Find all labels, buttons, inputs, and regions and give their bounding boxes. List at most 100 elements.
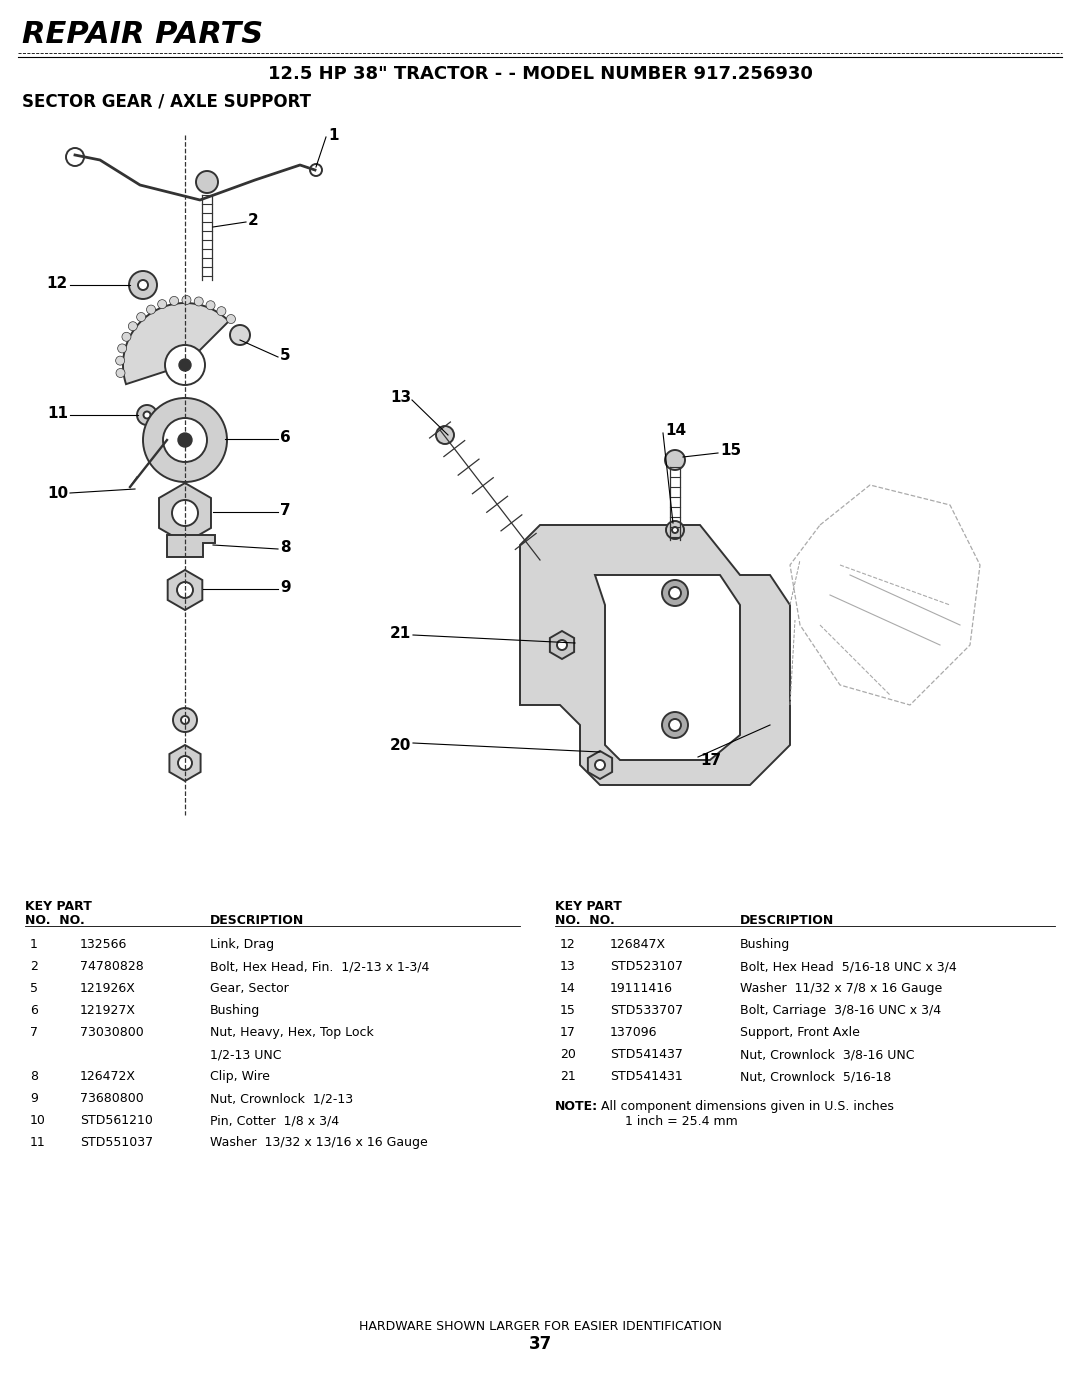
Text: 6: 6 bbox=[280, 429, 291, 444]
Circle shape bbox=[129, 322, 137, 331]
Circle shape bbox=[665, 450, 685, 470]
Polygon shape bbox=[588, 751, 612, 780]
Text: Washer  13/32 x 13/16 x 16 Gauge: Washer 13/32 x 13/16 x 16 Gauge bbox=[210, 1136, 428, 1150]
Text: 7: 7 bbox=[280, 502, 291, 517]
Text: 10: 10 bbox=[46, 485, 68, 500]
Circle shape bbox=[144, 411, 150, 418]
Circle shape bbox=[181, 716, 189, 725]
Text: 2: 2 bbox=[30, 960, 38, 973]
Text: Bushing: Bushing bbox=[740, 938, 791, 952]
Text: 13: 13 bbox=[390, 389, 411, 404]
Text: 20: 20 bbox=[561, 1048, 576, 1062]
Circle shape bbox=[662, 580, 688, 606]
Text: 37: 37 bbox=[528, 1335, 552, 1353]
Text: Gear, Sector: Gear, Sector bbox=[210, 982, 288, 996]
Text: SECTOR GEAR / AXLE SUPPORT: SECTOR GEAR / AXLE SUPPORT bbox=[22, 92, 311, 110]
Text: 20: 20 bbox=[390, 737, 411, 752]
Circle shape bbox=[163, 418, 207, 462]
Circle shape bbox=[669, 719, 681, 732]
Text: 21: 21 bbox=[561, 1070, 576, 1084]
Polygon shape bbox=[123, 302, 229, 384]
Text: 1/2-13 UNC: 1/2-13 UNC bbox=[210, 1048, 282, 1062]
Polygon shape bbox=[519, 525, 789, 785]
Circle shape bbox=[178, 433, 192, 447]
Text: 8: 8 bbox=[30, 1070, 38, 1084]
Circle shape bbox=[116, 356, 124, 366]
Circle shape bbox=[179, 359, 191, 371]
Text: Bolt, Hex Head  5/16-18 UNC x 3/4: Bolt, Hex Head 5/16-18 UNC x 3/4 bbox=[740, 960, 957, 973]
Circle shape bbox=[310, 164, 322, 176]
Circle shape bbox=[669, 587, 681, 600]
Text: 121926X: 121926X bbox=[80, 982, 136, 996]
Polygon shape bbox=[159, 483, 211, 543]
Text: 19111416: 19111416 bbox=[610, 982, 673, 996]
Circle shape bbox=[672, 527, 678, 534]
Text: 137096: 137096 bbox=[610, 1026, 658, 1040]
Text: 9: 9 bbox=[280, 579, 291, 594]
Circle shape bbox=[158, 300, 166, 308]
Circle shape bbox=[173, 708, 197, 732]
Text: 10: 10 bbox=[30, 1114, 45, 1127]
Circle shape bbox=[129, 271, 157, 298]
Circle shape bbox=[557, 639, 567, 650]
Text: STD541431: STD541431 bbox=[610, 1070, 683, 1084]
Text: 15: 15 bbox=[561, 1004, 576, 1018]
Circle shape bbox=[66, 148, 84, 166]
Text: 11: 11 bbox=[30, 1136, 45, 1150]
Text: Washer  11/32 x 7/8 x 16 Gauge: Washer 11/32 x 7/8 x 16 Gauge bbox=[740, 982, 942, 996]
Circle shape bbox=[552, 637, 568, 653]
Circle shape bbox=[118, 344, 126, 353]
Text: 11: 11 bbox=[48, 406, 68, 421]
Text: 12: 12 bbox=[561, 938, 576, 952]
Circle shape bbox=[143, 397, 227, 483]
Text: STD551037: STD551037 bbox=[80, 1136, 153, 1150]
Text: 12: 12 bbox=[46, 275, 68, 290]
Polygon shape bbox=[550, 631, 575, 659]
Circle shape bbox=[178, 756, 192, 770]
Text: Bolt, Hex Head, Fin.  1/2-13 x 1-3/4: Bolt, Hex Head, Fin. 1/2-13 x 1-3/4 bbox=[210, 960, 430, 973]
Text: 13: 13 bbox=[561, 960, 576, 973]
Text: Nut, Crownlock  1/2-13: Nut, Crownlock 1/2-13 bbox=[210, 1092, 353, 1106]
Text: 21: 21 bbox=[390, 626, 411, 641]
Text: Nut, Crownlock  5/16-18: Nut, Crownlock 5/16-18 bbox=[740, 1070, 891, 1084]
Text: 5: 5 bbox=[30, 982, 38, 996]
Circle shape bbox=[172, 500, 198, 527]
Polygon shape bbox=[595, 575, 740, 760]
Text: 8: 8 bbox=[280, 539, 291, 554]
Text: 73680800: 73680800 bbox=[80, 1092, 144, 1106]
Text: KEY PART: KEY PART bbox=[555, 901, 622, 913]
Text: 74780828: 74780828 bbox=[80, 960, 144, 973]
Text: 5: 5 bbox=[280, 348, 291, 363]
Text: KEY PART: KEY PART bbox=[25, 901, 92, 913]
Text: Bushing: Bushing bbox=[210, 1004, 260, 1018]
Text: 2: 2 bbox=[248, 213, 259, 227]
Circle shape bbox=[194, 297, 203, 307]
Text: 14: 14 bbox=[561, 982, 576, 996]
Text: 132566: 132566 bbox=[80, 938, 127, 952]
Text: Support, Front Axle: Support, Front Axle bbox=[740, 1026, 860, 1040]
Text: 126472X: 126472X bbox=[80, 1070, 136, 1084]
Text: 17: 17 bbox=[561, 1026, 576, 1040]
Text: 121927X: 121927X bbox=[80, 1004, 136, 1018]
Circle shape bbox=[206, 301, 215, 309]
Text: 7: 7 bbox=[30, 1026, 38, 1040]
Text: Nut, Heavy, Hex, Top Lock: Nut, Heavy, Hex, Top Lock bbox=[210, 1026, 374, 1040]
Text: STD533707: STD533707 bbox=[610, 1004, 684, 1018]
Text: STD561210: STD561210 bbox=[80, 1114, 153, 1127]
Text: All component dimensions given in U.S. inches
        1 inch = 25.4 mm: All component dimensions given in U.S. i… bbox=[593, 1100, 894, 1127]
Text: 126847X: 126847X bbox=[610, 938, 666, 952]
Text: 1: 1 bbox=[328, 128, 338, 143]
Circle shape bbox=[666, 521, 684, 539]
Text: NO.  NO.: NO. NO. bbox=[555, 914, 615, 927]
Circle shape bbox=[662, 712, 688, 738]
Polygon shape bbox=[167, 535, 215, 557]
Circle shape bbox=[230, 324, 249, 345]
Circle shape bbox=[595, 760, 605, 770]
Text: Pin, Cotter  1/8 x 3/4: Pin, Cotter 1/8 x 3/4 bbox=[210, 1114, 339, 1127]
Text: Nut, Crownlock  3/8-16 UNC: Nut, Crownlock 3/8-16 UNC bbox=[740, 1048, 915, 1062]
Text: NO.  NO.: NO. NO. bbox=[25, 914, 84, 927]
Text: Clip, Wire: Clip, Wire bbox=[210, 1070, 270, 1084]
Text: 15: 15 bbox=[720, 443, 741, 458]
Circle shape bbox=[147, 305, 156, 314]
Text: Link, Drag: Link, Drag bbox=[210, 938, 274, 952]
